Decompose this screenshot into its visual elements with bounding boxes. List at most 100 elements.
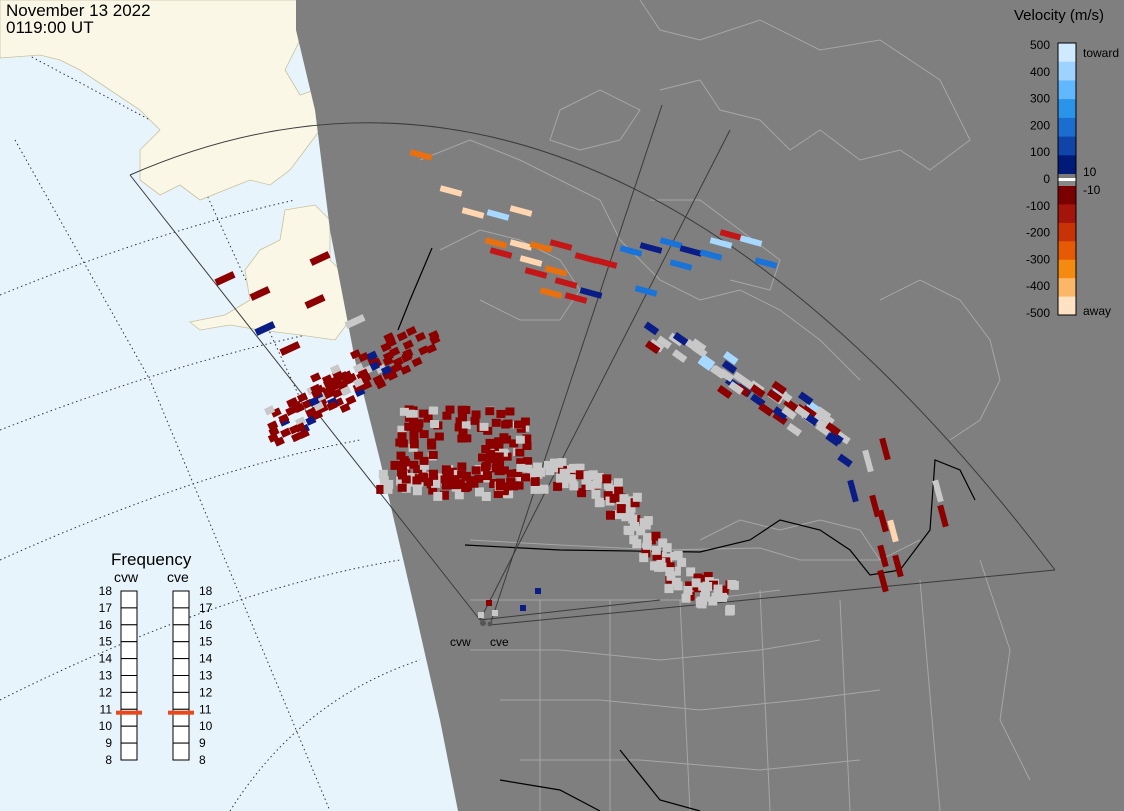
- echo-cell: [713, 584, 723, 594]
- colorbar-toward-step: [1058, 117, 1076, 138]
- echo-cell: [249, 286, 271, 301]
- echo-cell: [673, 581, 683, 591]
- echo-cell: [405, 326, 417, 337]
- echo-cell: [433, 473, 443, 483]
- echo-cell: [654, 562, 664, 572]
- echo-cell: [642, 533, 652, 543]
- frequency-indicator: [168, 710, 194, 715]
- echo-cell: [835, 430, 851, 445]
- echo-cell: [721, 360, 738, 374]
- frequency-tick-right: 18: [199, 584, 213, 598]
- echo-cell: [399, 407, 409, 416]
- colorbar-zero-gray: [1058, 181, 1076, 186]
- frequency-tick-left: 10: [99, 719, 113, 733]
- echo-cell: [450, 469, 460, 479]
- frequency-tick-left: 8: [105, 753, 112, 767]
- velocity-tick-label: 100: [1030, 145, 1050, 159]
- echo-cell: [414, 331, 427, 342]
- echo-cell: [404, 422, 414, 431]
- echo-cell: [474, 474, 484, 483]
- radar-site-cve: [487, 621, 493, 627]
- echo-cell: [285, 405, 297, 417]
- echo-cell: [669, 259, 693, 271]
- echo-cell: [623, 525, 633, 535]
- echo-cell: [591, 489, 601, 499]
- frequency-tick-right: 14: [199, 652, 213, 666]
- echo-cell: [877, 509, 889, 533]
- echo-cell: [700, 587, 710, 597]
- echo-cell: [506, 477, 516, 486]
- echo-cell: [592, 479, 602, 489]
- echo-cell: [554, 458, 564, 468]
- echo-cell: [454, 423, 464, 432]
- echo-cell: [409, 149, 433, 161]
- echo-cell: [709, 580, 719, 590]
- echo-cell: [629, 521, 639, 531]
- echo-cell: [375, 379, 387, 390]
- echo-cell: [392, 356, 404, 368]
- echo-cell: [662, 543, 672, 553]
- echo-cell: [619, 494, 629, 504]
- echo-cell: [692, 583, 702, 593]
- echo-cell: [482, 471, 492, 481]
- colorbar-toward-step: [1058, 136, 1076, 156]
- echo-cell: [772, 411, 788, 426]
- echo-cell: [671, 349, 688, 363]
- echo-cell: [847, 479, 859, 503]
- echo-cell: [506, 469, 516, 478]
- field-of-view: [129, 104, 1056, 626]
- echo-cell: [442, 471, 452, 480]
- echo-cell: [455, 480, 465, 489]
- echo-cell: [594, 472, 604, 482]
- frequency-tick-left: 11: [100, 702, 113, 716]
- echo-cell: [383, 484, 393, 494]
- echo-cell: [485, 438, 495, 447]
- echo-cell: [496, 409, 506, 418]
- frequency-radar-east: cve: [167, 569, 189, 585]
- echo-cell: [666, 571, 676, 581]
- frequency-indicator: [116, 710, 142, 715]
- echo-cell: [439, 490, 449, 500]
- echo-cell: [328, 376, 340, 387]
- frequency-cell: [172, 607, 190, 626]
- echo-cell: [286, 397, 298, 408]
- colorbar-toward-step: [1058, 61, 1076, 81]
- echo-cell: [430, 420, 440, 429]
- echo-cell: [457, 434, 467, 443]
- echo-cell: [492, 610, 498, 616]
- echo-cell: [569, 481, 579, 491]
- echo-cell: [549, 239, 573, 251]
- echo-cell: [398, 471, 408, 480]
- echo-cell: [639, 518, 649, 528]
- echo-cell: [686, 567, 696, 577]
- echo-cell: [594, 257, 618, 269]
- echo-cell: [530, 476, 540, 486]
- echo-cell: [378, 469, 388, 479]
- echo-cell: [628, 514, 638, 524]
- echo-cell: [439, 185, 463, 197]
- echo-cell: [489, 247, 513, 259]
- echo-cell: [520, 417, 530, 426]
- echo-cell: [539, 484, 549, 494]
- echo-cell: [609, 493, 619, 503]
- radar-label-east: cve: [490, 635, 509, 649]
- echo-cell: [455, 417, 465, 426]
- echo-cell: [419, 456, 429, 465]
- frequency-tick-right: 11: [199, 702, 212, 716]
- echo-cell: [797, 391, 814, 406]
- echo-cell: [594, 498, 604, 508]
- frequency-cell: [120, 725, 138, 744]
- colorbar-away-step: [1058, 241, 1076, 261]
- frequency-tick-right: 9: [199, 736, 206, 750]
- echo-cell: [522, 434, 532, 443]
- echo-cell: [636, 526, 646, 536]
- colorbar-toward-step: [1058, 155, 1076, 175]
- echo-cell: [298, 428, 310, 439]
- frequency-cell: [172, 624, 190, 643]
- echo-cell: [515, 435, 525, 444]
- echo-cell: [758, 402, 774, 417]
- echo-cell: [495, 478, 505, 487]
- echo-cell: [450, 481, 460, 490]
- frequency-cell: [172, 742, 190, 761]
